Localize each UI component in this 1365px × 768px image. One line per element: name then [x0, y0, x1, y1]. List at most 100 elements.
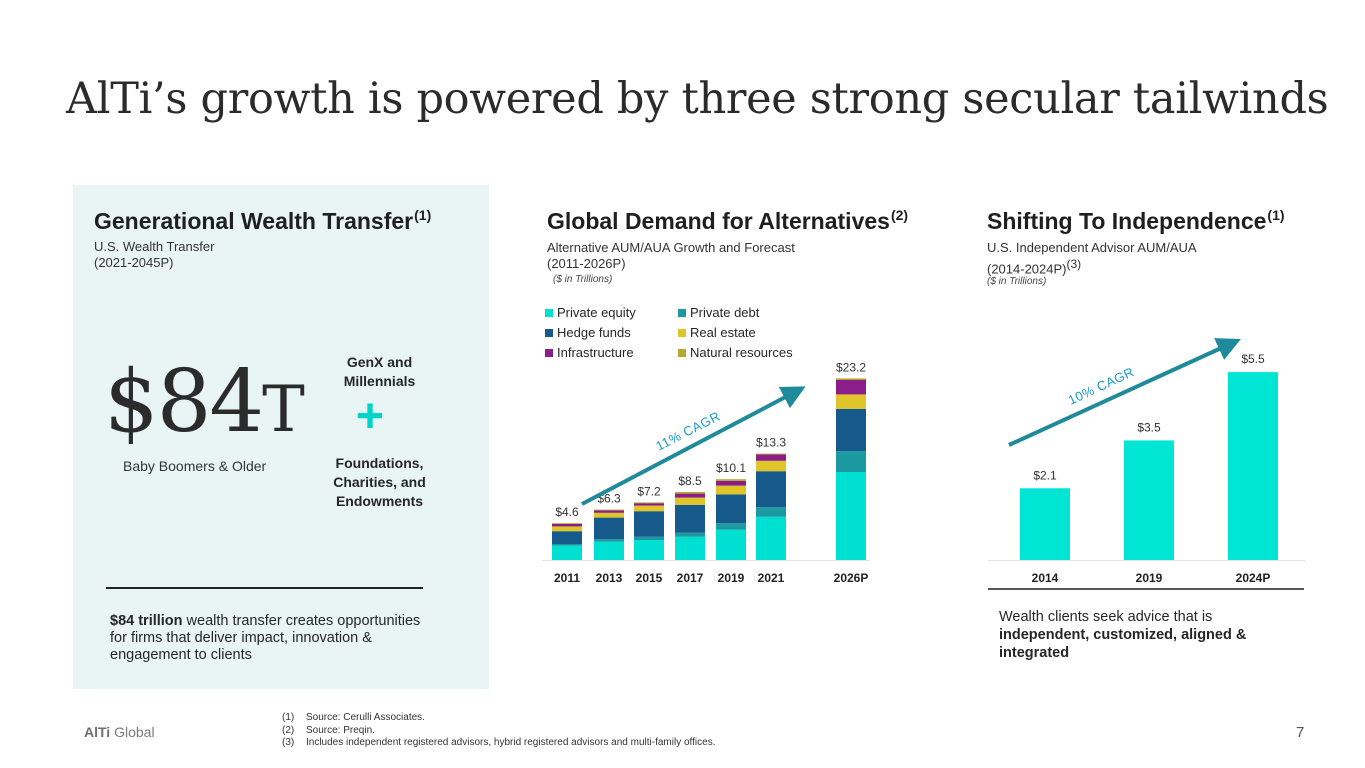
- x-tick-label: 2013: [596, 571, 623, 585]
- bar-segment: [594, 509, 624, 511]
- footnote: (3) Includes independent registered advis…: [282, 737, 716, 748]
- bar-segment: [594, 512, 624, 518]
- alternatives-units: ($ in Trillions): [553, 274, 613, 285]
- wealth-transfer-description: $84 trillion wealth transfer creates opp…: [110, 613, 421, 663]
- bar: [1228, 372, 1278, 560]
- bar-segment: [716, 529, 746, 560]
- bar-segment: [675, 532, 705, 537]
- footnote: (1) Source: Cerulli Associates.: [282, 712, 425, 723]
- independence-title: Shifting To Independence(1): [987, 207, 1285, 234]
- genx-label: GenX and Millennials: [343, 354, 416, 389]
- bar-segment: [634, 540, 664, 560]
- bar-segment: [594, 539, 624, 542]
- footnote: (2) Source: Preqin.: [282, 724, 375, 736]
- legend-swatch: [678, 329, 686, 337]
- bar-segment: [756, 507, 786, 517]
- bar-segment: [756, 460, 786, 472]
- x-tick-label: 2024P: [1236, 571, 1271, 585]
- cagr-arrow: [581, 386, 806, 506]
- company-logo: AlTi Global: [84, 724, 155, 740]
- total-label: $10.1: [716, 461, 746, 475]
- wealth-transfer-amount: $84T: [104, 352, 305, 452]
- legend-real-estate: Real estate: [678, 325, 756, 340]
- total-label: $8.5: [678, 474, 702, 488]
- bar-segment: [675, 497, 705, 505]
- bar-segment: [552, 523, 582, 524]
- bar-segment: [552, 526, 582, 532]
- bar-segment: [756, 454, 786, 461]
- x-tick-label: 2014: [1032, 571, 1059, 585]
- divider: [106, 587, 423, 589]
- page-title: AlTi’s growth is powered by three strong…: [66, 74, 1329, 124]
- bar-segment: [634, 502, 664, 504]
- plus-icon: +: [356, 390, 385, 443]
- cagr-arrow: [1008, 338, 1241, 447]
- alternatives-title: Global Demand for Alternatives(2): [547, 207, 909, 234]
- bar-segment: [756, 471, 786, 508]
- x-tick-label: 2019: [1136, 571, 1163, 585]
- wealth-transfer-panel: [73, 185, 489, 689]
- bar-segment: [552, 544, 582, 546]
- legend-infrastructure: Infrastructure: [545, 345, 634, 360]
- bar-segment: [675, 536, 705, 560]
- alternatives-subtitle: Alternative AUM/AUA Growth and Forecast …: [547, 240, 795, 271]
- independence-subtitle: U.S. Independent Advisor AUM/AUA (2014-2…: [987, 240, 1197, 277]
- value-label: $5.5: [1241, 352, 1265, 366]
- total-label: $7.2: [637, 484, 661, 498]
- x-tick-label: 2021: [758, 571, 785, 585]
- bar-segment: [552, 531, 582, 544]
- bar-segment: [756, 453, 786, 455]
- bar-segment: [716, 480, 746, 486]
- boomers-label: Baby Boomers & Older: [123, 458, 267, 474]
- total-label: $13.3: [756, 436, 786, 450]
- page-number: 7: [1296, 724, 1305, 741]
- value-label: $3.5: [1137, 420, 1161, 434]
- legend-swatch: [545, 329, 553, 337]
- legend-swatch: [678, 309, 686, 317]
- bar-segment: [836, 394, 866, 409]
- alternatives-chart: $4.6 2011 $6.3 2013 $7.2 2015 $8.5 2017 $10.1 201…: [542, 360, 870, 585]
- bar-segment: [634, 503, 664, 506]
- bar-segment: [552, 524, 582, 527]
- bar-segment: [836, 451, 866, 472]
- legend-swatch: [678, 349, 686, 357]
- x-tick-label: 2019: [718, 571, 745, 585]
- bar-segment: [634, 536, 664, 540]
- bar-segment: [675, 493, 705, 498]
- total-label: $6.3: [597, 492, 621, 506]
- legend-private-equity: Private equity: [545, 305, 636, 320]
- bar-segment: [594, 517, 624, 540]
- footnotes: (1) Source: Cerulli Associates. (2) Source…: [282, 712, 715, 750]
- bar-segment: [716, 479, 746, 481]
- x-tick-label: 2011: [554, 571, 580, 585]
- independence-description: Wealth clients seek advice that is indep…: [999, 609, 1247, 661]
- foundations-label: Foundations, Charities, and Endowments: [333, 455, 426, 509]
- legend-private-debt: Private debt: [678, 305, 759, 320]
- bar-segment: [634, 505, 664, 512]
- bar: [1124, 440, 1174, 560]
- value-label: $2.1: [1033, 468, 1057, 482]
- legend-swatch: [545, 309, 553, 317]
- wealth-transfer-title: Generational Wealth Transfer(1): [94, 207, 432, 234]
- bar-segment: [836, 472, 866, 560]
- bar-segment: [836, 408, 866, 452]
- wealth-transfer-subtitle: U.S. Wealth Transfer (2021-2045P): [94, 239, 215, 270]
- independence-units: ($ in Trillions): [987, 276, 1047, 287]
- bar-segment: [756, 516, 786, 560]
- bar: [1020, 488, 1070, 560]
- legend-natural-resources: Natural resources: [678, 345, 793, 360]
- bar-segment: [716, 523, 746, 530]
- bar-segment: [675, 504, 705, 533]
- x-tick-label: 2017: [677, 571, 704, 585]
- legend-hedge-funds: Hedge funds: [545, 325, 631, 340]
- bar-segment: [594, 510, 624, 513]
- bar-segment: [836, 378, 866, 380]
- bar-segment: [675, 492, 705, 494]
- bar-segment: [836, 380, 866, 395]
- legend-swatch: [545, 349, 553, 357]
- total-label: $4.6: [555, 505, 579, 519]
- bar-segment: [634, 511, 664, 537]
- bar-segment: [716, 485, 746, 495]
- bar-segment: [552, 545, 582, 560]
